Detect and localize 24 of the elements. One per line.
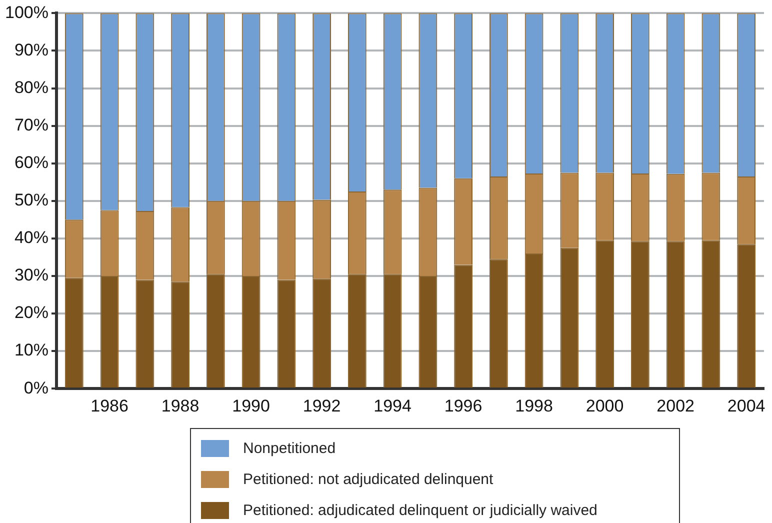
y-tick-label: 80% <box>14 78 48 97</box>
x-tick-label: 2002 <box>656 396 694 416</box>
x-tick-label: 2004 <box>727 396 766 416</box>
x-tick-label: 2000 <box>586 396 624 416</box>
legend-label: Petitioned: adjudicated delinquent or judicially waived <box>243 502 598 519</box>
y-tick-label: 20% <box>14 303 48 322</box>
x-tick-label: 1994 <box>374 396 412 416</box>
legend-label: Petitioned: not adjudicated delinquent <box>243 471 494 488</box>
x-tick-label: 1992 <box>302 396 341 416</box>
y-tick-label: 100% <box>4 2 48 22</box>
y-tick-label: 30% <box>14 266 48 285</box>
x-tick-label: 1998 <box>515 396 553 416</box>
x-tick-label: 1990 <box>232 396 270 416</box>
y-tick-label: 10% <box>14 340 48 360</box>
y-tick-label: 40% <box>14 228 48 248</box>
x-tick-label: 1996 <box>444 396 482 416</box>
y-tick-label: 0% <box>24 378 48 398</box>
legend-label: Nonpetitioned <box>243 440 336 457</box>
x-tick-label: 1988 <box>161 396 200 416</box>
y-tick-label: 60% <box>14 153 48 172</box>
y-tick-label: 50% <box>14 190 48 210</box>
y-tick-label: 90% <box>14 40 48 60</box>
x-tick-label: 1986 <box>90 396 128 416</box>
y-tick-label: 70% <box>14 116 48 135</box>
